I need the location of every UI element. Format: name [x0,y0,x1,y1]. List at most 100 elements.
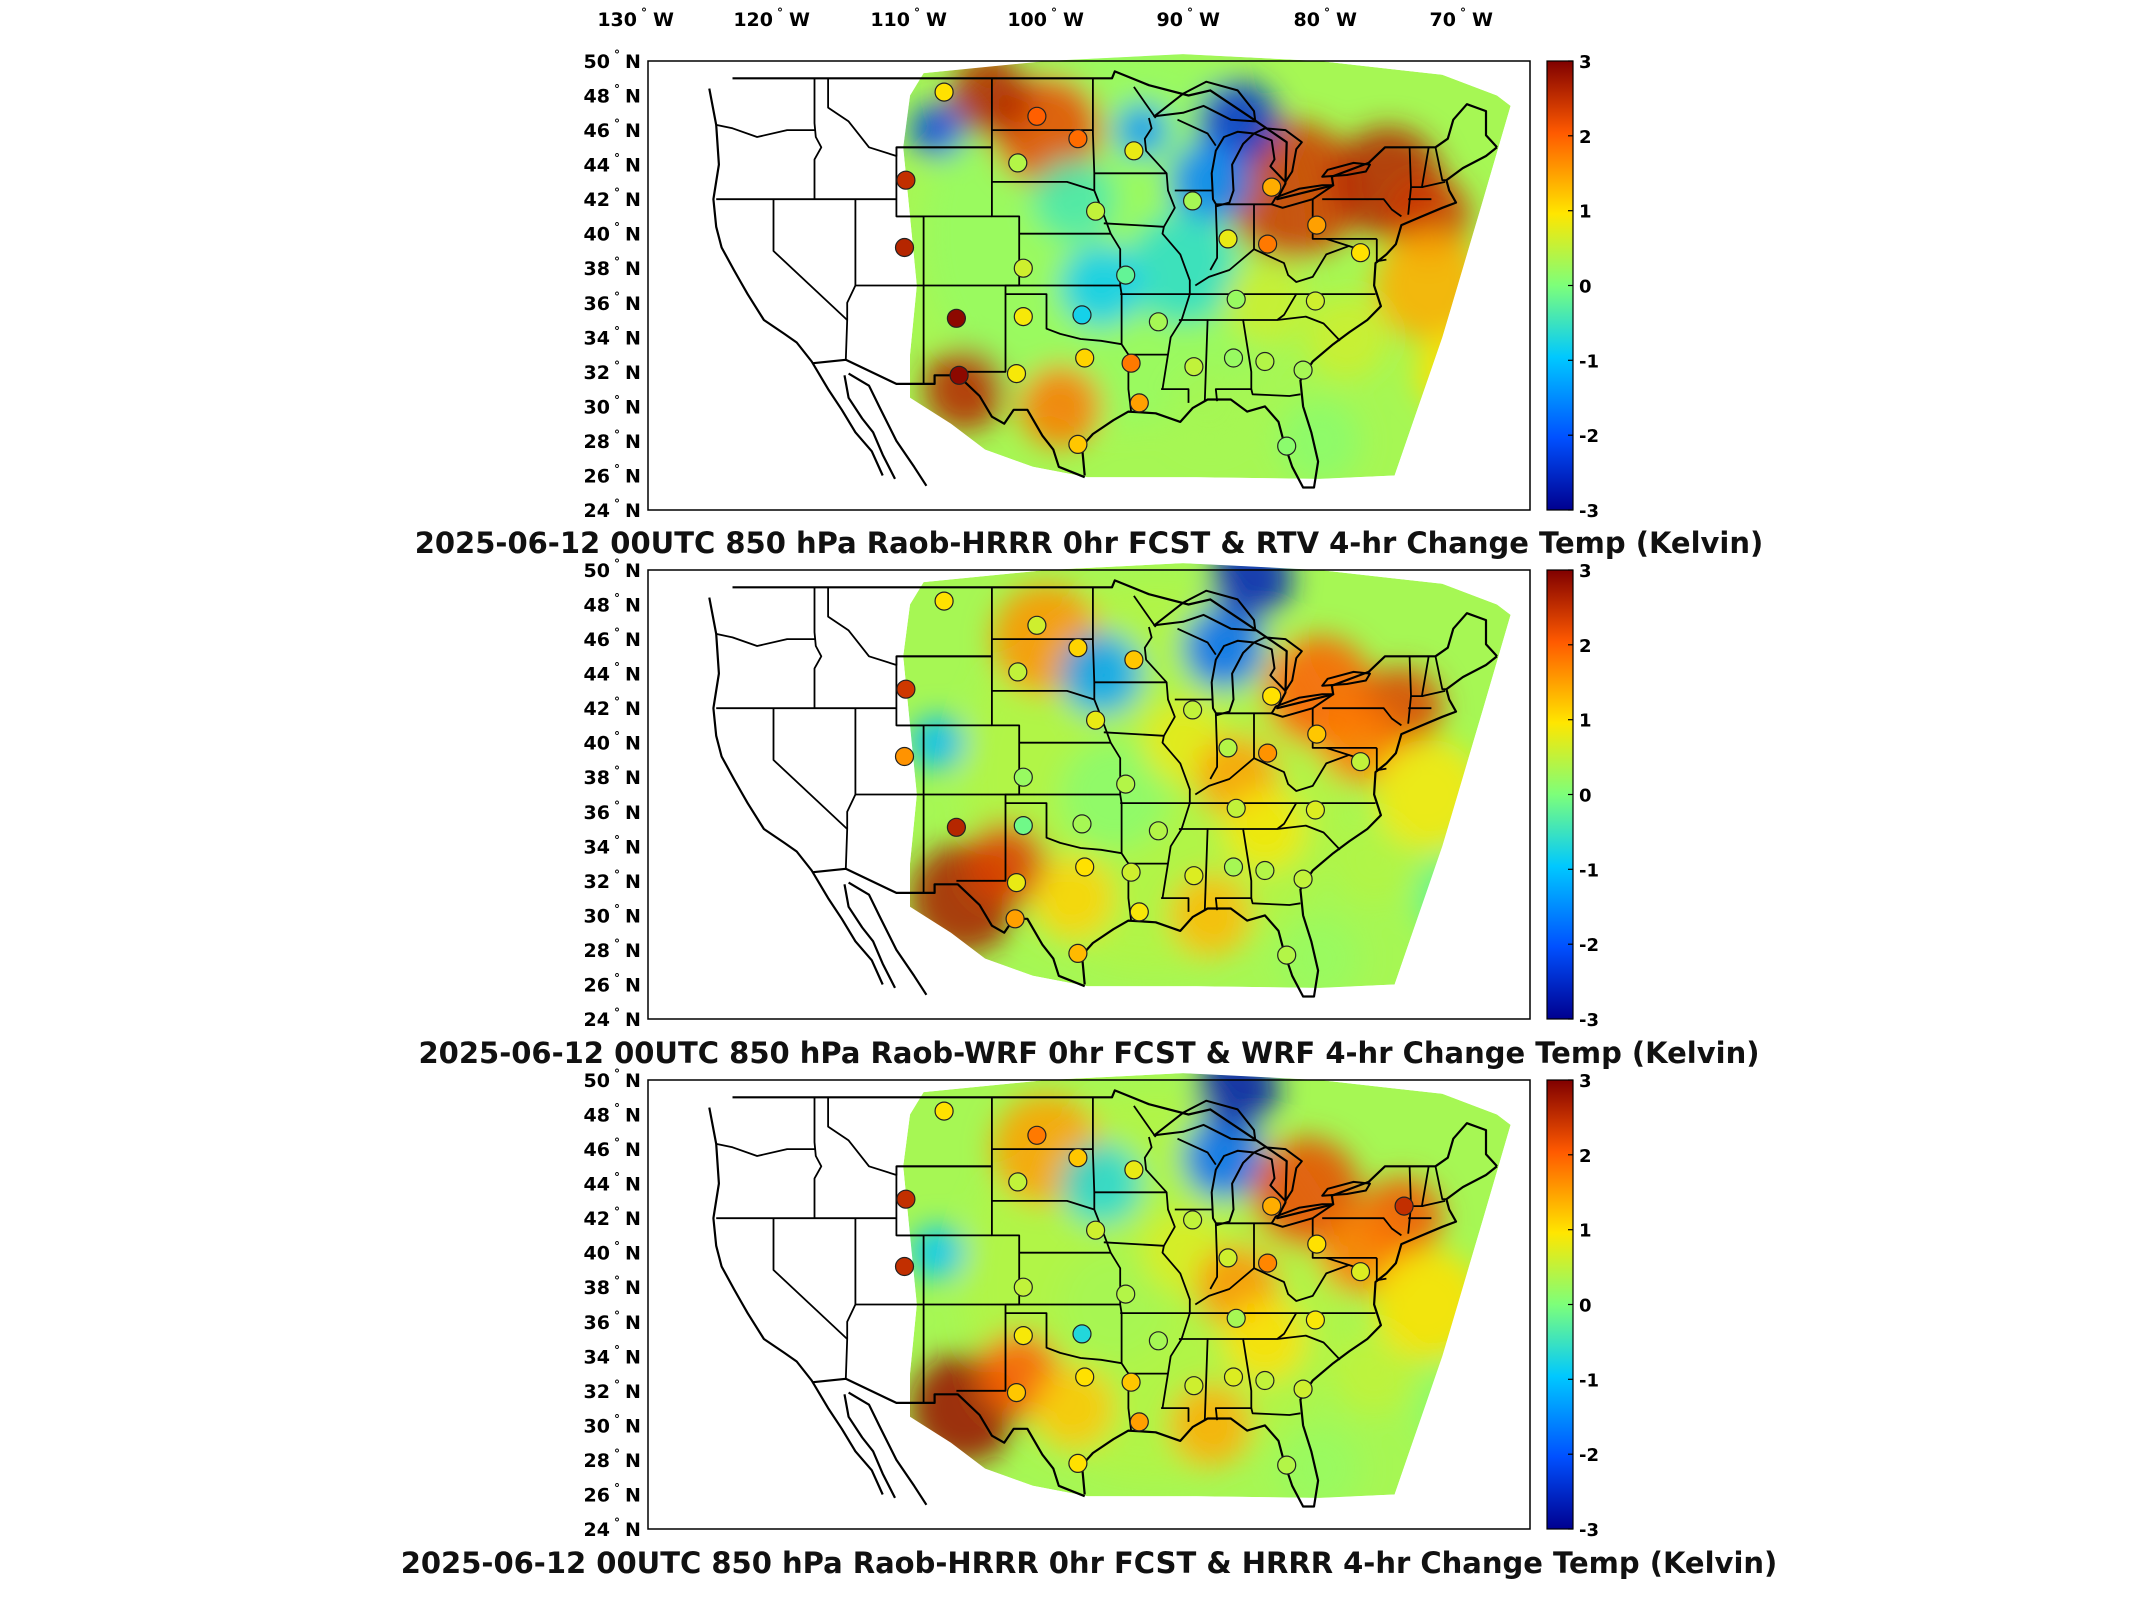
degree-symbol: ° [614,868,620,882]
station-marker [1116,774,1136,794]
state-border [1311,1218,1377,1259]
field-blob [1278,399,1361,479]
lat-hemisphere: N [625,1243,641,1265]
lat-hemisphere: N [625,698,641,720]
degree-symbol: ° [614,557,620,571]
station-marker [1277,436,1297,456]
state-border [1276,802,1376,830]
station-marker [1182,1210,1203,1230]
state-border [844,1218,857,1379]
lat-tick-label: 24 [584,500,610,522]
degree-symbol: ° [614,117,620,131]
country-border [812,1377,1086,1498]
lake-outline [1253,636,1303,692]
degree-symbol: ° [614,497,620,511]
field-blob [1278,917,1361,988]
field-blob [1333,1332,1416,1415]
degree-symbol: ° [614,463,620,477]
station-marker [1262,1196,1282,1216]
station-marker [1257,1253,1278,1273]
station-marker [1350,752,1371,772]
colorbar-tick-label: 2 [1579,127,1592,148]
state-border [1407,696,1412,724]
station-marker [1006,364,1027,384]
colorbar-tick-label: -2 [1579,935,1599,956]
lon-tick-value: 70 [1430,9,1456,31]
lat-tick-label: 44 [584,664,610,686]
field-blob [1032,1366,1115,1450]
station-marker [1008,662,1028,682]
state-border [1375,747,1387,772]
colorbar-tick-label: 1 [1579,202,1592,223]
longitude-tick-labels: 130 ° W 120 ° W 110 ° W 100 ° W 90 ° W 80 ° W 70 ° W [597,6,1493,31]
lat-hemisphere: N [625,767,641,789]
station-marker [1121,353,1141,373]
raob-stations [894,1101,1414,1475]
lon-tick-label: 70 [1430,9,1456,31]
degree-symbol: ° [914,6,920,20]
state-border [1177,1137,1217,1166]
lat-hemisphere: N [625,802,641,824]
lat-tick-label: 32 [584,362,610,384]
state-border [827,78,992,157]
lat-hemisphere: N [625,1312,641,1334]
state-border [813,78,823,200]
station-marker [1262,177,1282,197]
lat-hemisphere: N [625,258,641,280]
station-marker [1394,1196,1414,1216]
colorbar-tick-label: 3 [1579,1071,1592,1092]
station-marker [1068,943,1088,964]
state-border [1322,707,1402,727]
station-marker [1307,1234,1327,1254]
station-marker [1305,1310,1326,1330]
lat-tick-label: 26 [584,1485,610,1507]
station-marker [949,365,969,385]
station-marker [1307,724,1327,744]
state-border [1194,1263,1350,1306]
lat-tick-label: 40 [584,1243,610,1265]
lake-outline [1270,693,1335,718]
lat-hemisphere: N [625,155,641,177]
degree-symbol: ° [614,186,620,200]
degree-symbol: ° [614,1171,620,1185]
field-blob [910,1225,965,1281]
station-marker [1013,1325,1033,1346]
station-marker [1262,686,1282,706]
state-border [1103,1241,1164,1247]
state-border [1207,828,1253,911]
panel-title: 2025-06-12 00UTC 850 hPa Raob-HRRR 0hr F… [415,526,1764,560]
lat-tick-label: 38 [584,767,610,789]
coastline [1080,146,1498,489]
lat-hemisphere: N [625,975,641,997]
panel-title: 2025-06-12 00UTC 850 hPa Raob-HRRR 0hr F… [401,1546,1778,1580]
lat-tick-label: 34 [584,327,610,349]
field-blob [1333,822,1416,905]
lat-tick-label: 36 [584,293,610,315]
station-marker [1008,153,1028,173]
lat-hemisphere: N [625,327,641,349]
field-blob [923,347,1006,431]
lon-tick-value: 90 [1157,9,1183,31]
lon-hemisphere: W [653,9,674,31]
station-marker [1116,1284,1136,1304]
station-marker [1027,615,1047,635]
state-border [1243,1334,1341,1361]
field-blob [1319,701,1402,785]
coastline [843,1394,896,1499]
lat-tick-label: 38 [584,258,610,280]
field-blob [910,102,965,158]
state-border [1408,656,1424,697]
station-marker [1277,1455,1297,1475]
map-panel: 50 ° N48 ° N46 ° N44 ° N42 ° N40 ° N38 ° N36 ° N34 ° N32 ° N… [401,1067,1778,1580]
station-marker [1072,1324,1092,1344]
coastline [848,372,928,487]
map-frame [647,569,1531,1020]
lat-tick-label: 46 [584,120,610,142]
station-marker [1182,191,1203,211]
latitude-tick-labels: 50 ° N 48 ° N 46 ° N 44 ° N 42 ° N 40 ° N 38 ° N 36 ° N 34 ° N 32 ° N… [584,48,641,522]
colorbar: 3 2 1 0 -1 -2 -3 [1546,1071,1599,1541]
station-marker [1129,393,1149,413]
lon-tick-value: 80 [1294,9,1320,31]
station-marker [1013,767,1033,787]
